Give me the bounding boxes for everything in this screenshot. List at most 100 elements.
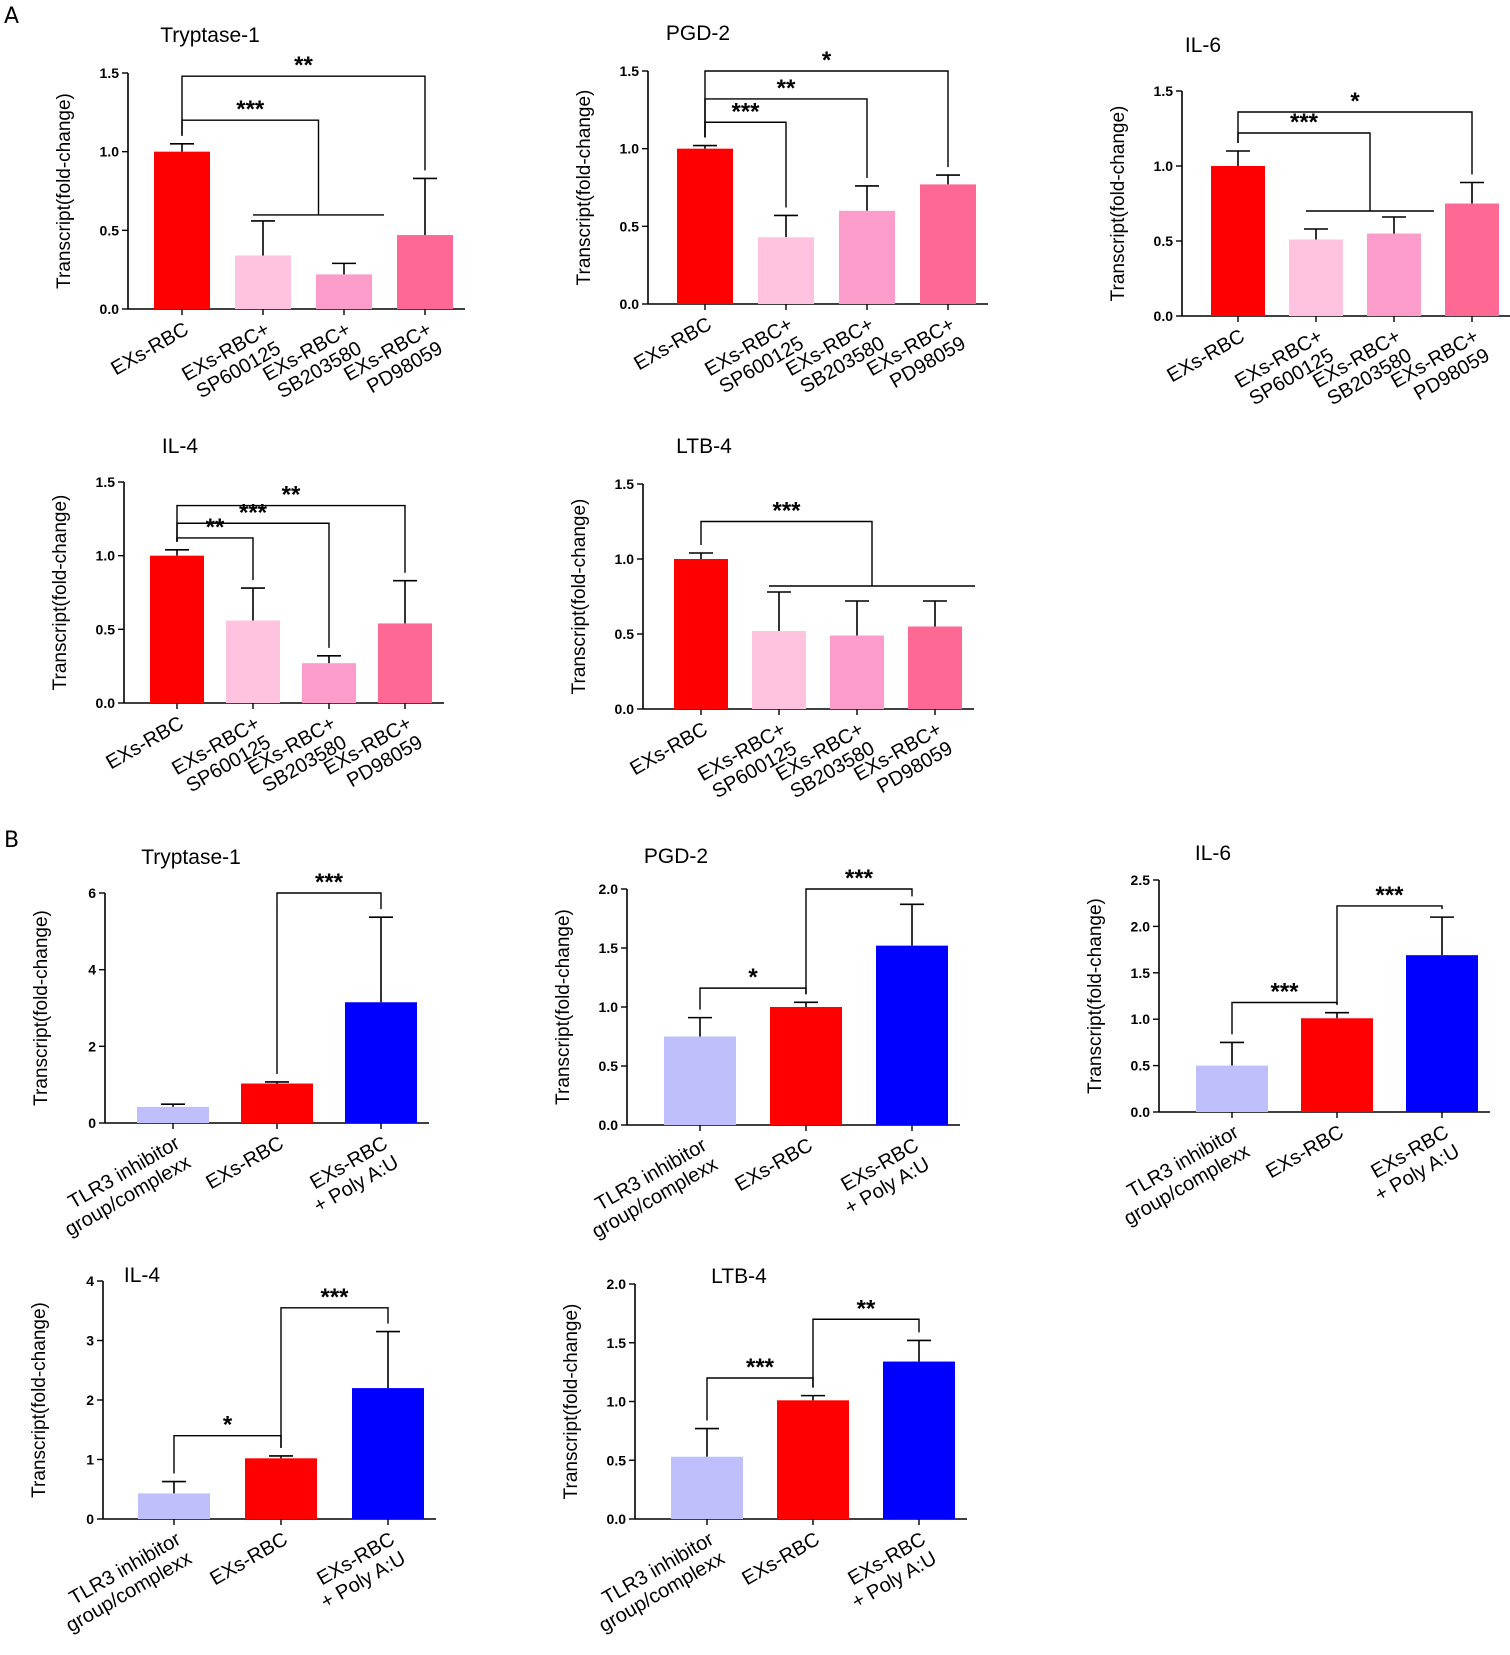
significance-label: *** xyxy=(320,1284,349,1311)
significance-label: ** xyxy=(282,482,301,509)
y-axis-label: Transcript(fold-change) xyxy=(1085,898,1106,1094)
chart-title: IL-6 xyxy=(1185,34,1221,57)
x-tick-label-line: EXs-RBC xyxy=(738,1528,823,1590)
x-tick-label: EXs-RBC+ Poly A:U xyxy=(830,1134,933,1219)
y-tick-label: 4 xyxy=(88,962,96,978)
y-tick-label: 0.5 xyxy=(599,1058,619,1074)
chart-6: Tryptase-1 0 2 4 6 Transcript(fold-change) TLR… xyxy=(31,846,429,1241)
significance-label: *** xyxy=(1270,978,1299,1005)
bar xyxy=(671,1456,743,1519)
y-axis-label: Transcript(fold-change) xyxy=(31,910,52,1106)
y-tick-label: 2.0 xyxy=(599,881,619,897)
significance-bracket xyxy=(176,504,406,573)
x-tick-label: TLR3 inhibitorgroup/complexx xyxy=(51,1528,196,1637)
x-tick-label: EXs-RBC xyxy=(1262,1121,1347,1183)
significance-bracket xyxy=(1336,905,1443,1005)
chart-4: IL-4 0.0 0.5 1.0 1.5 Transcript(fold-change) E… xyxy=(50,435,444,797)
bar xyxy=(920,184,976,304)
y-tick-label: 1.5 xyxy=(599,940,619,956)
chart-title: IL-6 xyxy=(1195,842,1231,865)
chart-title: LTB-4 xyxy=(676,435,732,458)
x-tick-label: TLR3 inhibitorgroup/complexx xyxy=(584,1528,729,1637)
x-tick-label-line: EXs-RBC xyxy=(202,1132,287,1194)
panel-label-b: B xyxy=(4,828,20,853)
bar xyxy=(1196,1065,1268,1112)
bar xyxy=(378,623,432,703)
x-tick-label: EXs-RBC+ Poly A:U xyxy=(299,1132,402,1217)
chart-title: Tryptase-1 xyxy=(141,846,241,869)
bar xyxy=(137,1106,209,1123)
y-tick-label: 1.0 xyxy=(1131,1011,1151,1027)
y-tick-label: 2.0 xyxy=(607,1276,627,1292)
y-tick-label: 1.5 xyxy=(615,476,635,492)
x-tick-label: TLR3 inhibitorgroup/complexx xyxy=(577,1134,722,1243)
x-tick-label: EXs-RBC+PD98059 xyxy=(1387,325,1493,412)
bar xyxy=(677,148,733,304)
y-axis-label: Transcript(fold-change) xyxy=(29,1302,50,1498)
y-tick-label: 1.0 xyxy=(599,999,619,1015)
y-tick-label: 2 xyxy=(88,1038,96,1054)
x-tick-label: EXs-RBC+ Poly A:U xyxy=(306,1528,409,1613)
y-axis-label: Transcript(fold-change) xyxy=(54,93,75,289)
bar xyxy=(226,620,280,703)
chart-5: LTB-4 0.0 0.5 1.0 1.5 Transcript(fold-change)… xyxy=(569,435,975,803)
significance-label: * xyxy=(822,47,832,74)
bar xyxy=(154,151,210,309)
chart-1: Tryptase-1 0.0 0.5 1.0 1.5 Transcript(fold-ch… xyxy=(54,24,465,403)
y-tick-label: 0.5 xyxy=(1131,1058,1151,1074)
y-tick-label: 0.5 xyxy=(1154,233,1174,249)
bar xyxy=(908,626,962,709)
bar xyxy=(302,663,356,703)
significance-label: *** xyxy=(731,98,760,125)
bar xyxy=(674,559,728,709)
significance-label: *** xyxy=(315,869,344,896)
significance-label: *** xyxy=(772,498,801,525)
significance-bracket xyxy=(1237,111,1473,175)
chart-title: IL-4 xyxy=(124,1264,161,1287)
chart-title: PGD-2 xyxy=(644,845,708,868)
y-tick-label: 0.5 xyxy=(607,1452,627,1468)
x-tick-label: EXs-RBC xyxy=(738,1528,823,1590)
y-tick-label: 0.0 xyxy=(96,695,116,711)
bar xyxy=(664,1036,736,1125)
y-tick-label: 1.5 xyxy=(1131,965,1151,981)
chart-title: PGD-2 xyxy=(666,22,730,45)
y-tick-label: 1.0 xyxy=(620,141,640,157)
y-tick-label: 0.0 xyxy=(100,301,120,317)
y-axis-label: Transcript(fold-change) xyxy=(1108,106,1129,302)
bar xyxy=(345,1002,417,1123)
bar xyxy=(830,635,884,709)
y-axis-label: Transcript(fold-change) xyxy=(561,1304,582,1500)
y-tick-label: 1.0 xyxy=(1154,158,1174,174)
y-tick-label: 1.0 xyxy=(615,551,635,567)
bar xyxy=(1211,166,1265,316)
y-tick-label: 1.5 xyxy=(96,474,116,490)
y-tick-label: 0.5 xyxy=(620,218,640,234)
significance-label: *** xyxy=(239,499,268,526)
y-tick-label: 0.0 xyxy=(620,296,640,312)
bar xyxy=(397,235,453,309)
y-tick-label: 1.5 xyxy=(100,65,120,81)
significance-label: * xyxy=(748,964,758,991)
y-axis-label: Transcript(fold-change) xyxy=(574,90,595,286)
x-tick-label-line: EXs-RBC xyxy=(731,1134,816,1196)
significance-label: ** xyxy=(777,75,796,102)
y-tick-label: 1.0 xyxy=(100,144,120,160)
significance-bracket xyxy=(812,1318,920,1388)
significance-label: * xyxy=(1350,88,1360,115)
y-tick-label: 1.5 xyxy=(607,1335,627,1351)
y-tick-label: 0.0 xyxy=(599,1117,619,1133)
y-tick-label: 6 xyxy=(88,885,96,901)
x-tick-label: EXs-RBC xyxy=(202,1132,287,1194)
y-tick-label: 0 xyxy=(86,1511,94,1527)
y-tick-label: 1 xyxy=(86,1452,94,1468)
chart-title: Tryptase-1 xyxy=(160,24,260,47)
x-tick-label-line: EXs-RBC xyxy=(206,1528,291,1590)
chart-2: PGD-2 0.0 0.5 1.0 1.5 Transcript(fold-change)… xyxy=(574,22,988,398)
y-tick-label: 0.5 xyxy=(96,621,116,637)
bar xyxy=(752,631,806,709)
x-tick-label: TLR3 inhibitorgroup/complexx xyxy=(50,1132,195,1241)
y-tick-label: 2.5 xyxy=(1131,872,1151,888)
y-tick-label: 0.5 xyxy=(100,222,120,238)
